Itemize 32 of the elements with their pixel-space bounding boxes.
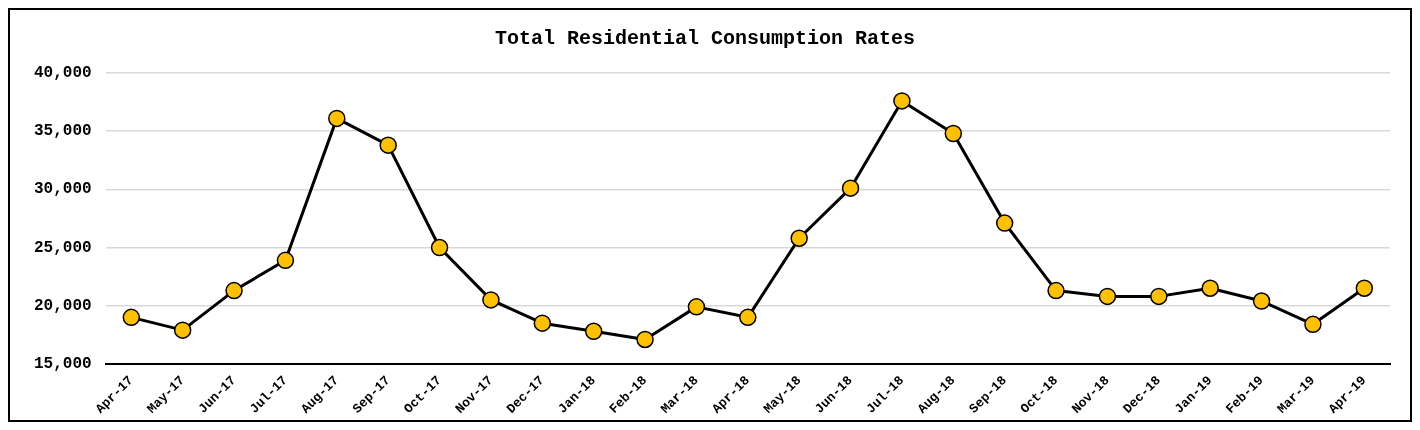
point <box>1304 315 1322 334</box>
point <box>379 136 397 154</box>
point <box>122 308 141 327</box>
point <box>739 308 757 327</box>
point <box>328 109 346 128</box>
point <box>1201 279 1219 297</box>
point <box>1150 287 1168 306</box>
point <box>1355 279 1374 297</box>
y-tick-label: 35,000 <box>34 122 92 141</box>
point <box>687 298 706 316</box>
y-tick-label: 25,000 <box>34 238 92 257</box>
point <box>1252 292 1271 310</box>
point <box>636 330 654 349</box>
point <box>276 251 295 270</box>
point <box>944 124 963 143</box>
point <box>1047 281 1065 300</box>
point <box>790 229 808 247</box>
y-tick-label: 15,000 <box>34 354 92 373</box>
chart-title: Total Residential Consumption Rates <box>494 27 916 51</box>
point <box>430 238 449 257</box>
point <box>482 291 500 309</box>
point <box>1098 287 1117 306</box>
point <box>225 281 243 300</box>
y-tick-label: 30,000 <box>34 180 92 199</box>
y-tick-label: 20,000 <box>34 296 92 315</box>
point <box>995 214 1014 232</box>
y-tick-label: 40,000 <box>34 64 92 83</box>
point <box>893 92 911 110</box>
point <box>584 322 603 341</box>
point <box>533 314 552 332</box>
point <box>841 179 860 197</box>
point <box>173 321 192 339</box>
